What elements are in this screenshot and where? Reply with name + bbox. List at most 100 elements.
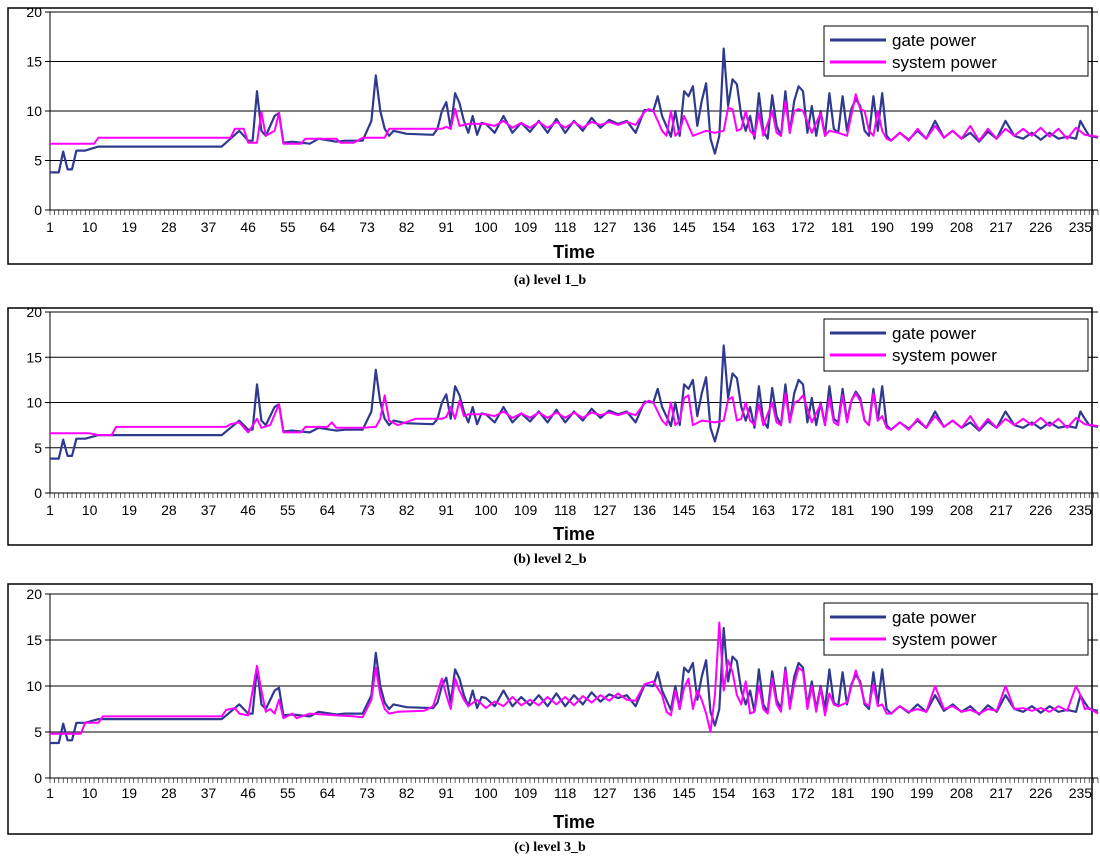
x-minor-ticks [49,493,1099,498]
x-tick-label: 19 [121,785,137,801]
chart-caption-a: (a) level 1_b [513,273,587,288]
x-tick-label: 28 [161,219,177,235]
chart-caption-c: (c) level 3_b [514,840,586,855]
x-tick-label: 100 [474,502,498,518]
x-tick-label: 37 [201,785,217,801]
x-axis-title: Time [553,524,595,544]
x-tick-label: 127 [593,785,617,801]
x-tick-label: 19 [121,219,137,235]
x-tick-label: 10 [82,785,98,801]
x-tick-label: 91 [439,785,455,801]
chart-panel-c: 0 5 10 15 20 1 10 19 28 37 46 55 64 73 82 91 100 109 118 12… [0,578,1100,863]
x-tick-label: 55 [280,785,296,801]
legend: gate power system power [823,318,1089,372]
x-tick-label: 172 [791,502,815,518]
x-tick-label: 172 [791,219,815,235]
y-tick-label: 0 [34,770,42,786]
x-tick-label: 226 [1029,502,1053,518]
chart-caption-b: (b) level 2_b [513,552,587,567]
x-tick-label: 1 [46,219,54,235]
x-tick-label: 181 [831,219,855,235]
x-tick-label: 217 [989,785,1013,801]
x-tick-label: 28 [161,502,177,518]
x-axis-title: Time [553,812,595,832]
series-line-system-power [50,93,1099,145]
x-tick-label: 190 [871,219,895,235]
x-tick-label: 64 [320,502,336,518]
x-minor-ticks [49,210,1099,215]
x-tick-label: 136 [633,502,657,518]
x-tick-label: 73 [359,785,375,801]
x-tick-label: 217 [989,502,1013,518]
y-tick-label: 5 [34,724,42,740]
x-tick-label: 181 [831,785,855,801]
x-tick-label: 208 [950,785,974,801]
x-tick-label: 181 [831,502,855,518]
y-tick-label: 5 [34,440,42,456]
x-tick-label: 154 [712,502,736,518]
x-tick-label: 55 [280,219,296,235]
x-tick-label: 217 [989,219,1013,235]
x-tick-label: 154 [712,785,736,801]
x-tick-label: 109 [514,502,538,518]
x-tick-label: 118 [554,785,577,801]
y-tick-label: 20 [26,586,42,602]
y-tick-label: 20 [26,4,42,20]
line-chart-a: 0 5 10 15 20 1 10 19 28 37 46 55 64 73 82 91 100 109 118 12… [7,4,1099,265]
x-tick-label: 73 [359,502,375,518]
legend-label: system power [892,630,997,649]
y-tick-label: 10 [26,678,42,694]
x-tick-label: 235 [1069,785,1093,801]
x-tick-label: 154 [712,219,736,235]
x-tick-label: 82 [399,219,415,235]
line-chart-b: 0 5 10 15 20 1 10 19 28 37 46 55 64 73 82 91 100 109 118 12… [7,304,1099,546]
x-tick-label: 55 [280,502,296,518]
x-tick-label: 46 [240,502,256,518]
x-tick-label: 199 [910,219,934,235]
y-tick-label: 0 [34,485,42,501]
x-tick-label: 145 [672,219,696,235]
x-tick-label: 145 [672,502,696,518]
x-tick-label: 163 [752,785,776,801]
x-tick-label: 91 [439,219,455,235]
series-line-system-power [50,392,1099,437]
x-tick-label: 163 [752,502,776,518]
x-tick-label: 73 [359,219,375,235]
x-tick-label: 37 [201,219,217,235]
x-tick-label: 10 [82,219,98,235]
x-tick-label: 163 [752,219,776,235]
x-tick-label: 235 [1069,502,1093,518]
y-tick-label: 0 [34,202,42,218]
y-tick-label: 15 [26,54,42,70]
legend-label: system power [892,346,997,365]
x-tick-label: 172 [791,785,815,801]
y-tick-label: 10 [26,103,42,119]
x-tick-label: 46 [240,219,256,235]
x-tick-label: 145 [672,785,696,801]
x-axis-title: Time [553,242,595,262]
x-tick-label: 1 [46,502,54,518]
x-tick-label: 100 [474,219,498,235]
line-chart-c: 0 5 10 15 20 1 10 19 28 37 46 55 64 73 82 91 100 109 118 12… [7,583,1099,835]
y-tick-label: 10 [26,395,42,411]
x-minor-ticks [49,778,1099,783]
x-tick-label: 64 [320,785,336,801]
y-tick-label: 20 [26,304,42,320]
x-tick-label: 127 [593,219,617,235]
x-tick-label: 136 [633,785,657,801]
x-tick-label: 127 [593,502,617,518]
x-tick-label: 109 [514,785,538,801]
x-tick-label: 10 [82,502,98,518]
x-tick-label: 199 [910,785,934,801]
x-tick-label: 46 [240,785,256,801]
legend: gate power system power [823,602,1089,656]
x-tick-label: 235 [1069,219,1093,235]
x-tick-label: 82 [399,785,415,801]
y-tick-label: 15 [26,632,42,648]
legend-box [823,318,1089,372]
y-tick-label: 5 [34,153,42,169]
legend: gate power system power [823,25,1089,77]
legend-label: gate power [892,324,976,343]
x-tick-label: 64 [320,219,336,235]
